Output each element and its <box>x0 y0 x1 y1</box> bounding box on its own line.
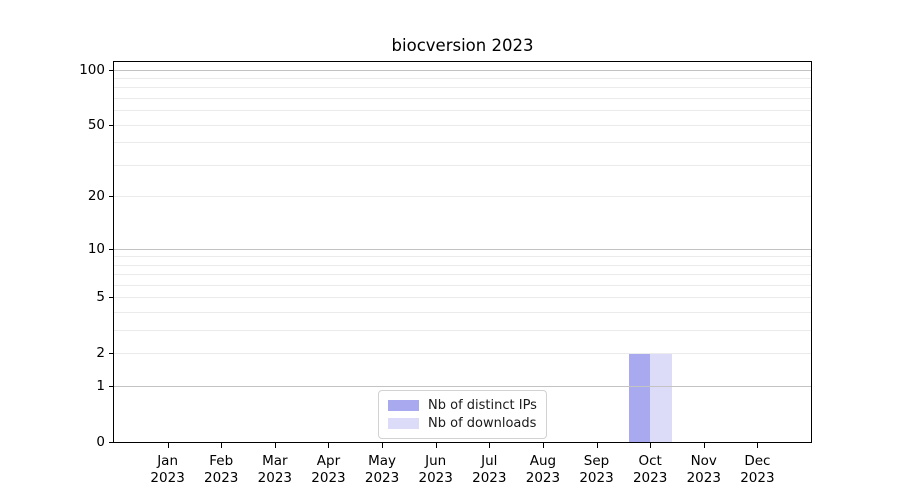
minor-gridline <box>114 353 811 355</box>
minor-gridline <box>114 110 811 112</box>
x-tick-mark <box>596 443 598 448</box>
x-tick-label: Nov 2023 <box>686 453 721 486</box>
legend-entry-downloads: Nb of downloads <box>388 416 537 431</box>
y-tick-label: 1 <box>96 378 105 395</box>
y-tick-mark <box>109 353 113 355</box>
minor-gridline <box>114 297 811 299</box>
legend-swatch-downloads <box>388 418 419 429</box>
minor-gridline <box>114 330 811 332</box>
x-tick-label: Dec 2023 <box>740 453 775 486</box>
x-tick-mark <box>650 443 652 448</box>
y-tick-mark <box>109 297 113 299</box>
bar-nb-of-downloads <box>650 353 672 442</box>
x-tick-label: Aug 2023 <box>525 453 561 486</box>
minor-gridline <box>114 256 811 258</box>
y-tick-mark <box>109 196 113 198</box>
minor-gridline <box>114 164 811 166</box>
y-tick-mark <box>109 124 113 126</box>
y-tick-label: 50 <box>87 116 105 133</box>
minor-gridline <box>114 196 811 198</box>
y-tick-label: 20 <box>87 188 105 205</box>
minor-gridline <box>114 274 811 276</box>
x-tick-mark <box>489 443 491 448</box>
minor-gridline <box>114 87 811 89</box>
y-tick-label: 100 <box>79 61 105 78</box>
x-tick-label: Oct 2023 <box>632 453 668 486</box>
x-tick-label: May 2023 <box>364 453 400 486</box>
x-tick-mark <box>757 443 759 448</box>
x-tick-mark <box>221 443 223 448</box>
minor-gridline <box>114 142 811 144</box>
x-tick-mark <box>703 443 705 448</box>
x-tick-mark <box>328 443 330 448</box>
minor-gridline <box>114 98 811 100</box>
minor-gridline <box>114 284 811 286</box>
x-tick-mark <box>382 443 384 448</box>
bars-layer <box>114 62 811 442</box>
minor-gridline <box>114 312 811 314</box>
y-tick-label: 5 <box>96 289 105 306</box>
x-tick-label: Jun 2023 <box>418 453 453 486</box>
x-tick-label: Sep 2023 <box>579 453 614 486</box>
major-gridline <box>114 248 811 250</box>
minor-gridline <box>114 78 811 80</box>
legend-entry-distinct-ips: Nb of distinct IPs <box>388 398 537 413</box>
legend-label-downloads: Nb of downloads <box>428 416 537 431</box>
y-tick-mark <box>109 69 113 71</box>
minor-gridline <box>114 264 811 266</box>
bar-nb-of-distinct-ips <box>628 353 651 442</box>
chart-title: biocversion 2023 <box>391 36 534 55</box>
y-tick-label: 10 <box>87 240 105 257</box>
x-tick-label: Jul 2023 <box>472 453 507 486</box>
plot-area <box>113 61 812 443</box>
y-tick-mark <box>109 442 113 443</box>
x-tick-label: Jan 2023 <box>150 453 185 486</box>
x-tick-label: Mar 2023 <box>257 453 293 486</box>
x-tick-label: Apr 2023 <box>311 453 346 486</box>
y-tick-mark <box>109 386 113 388</box>
y-tick-mark <box>109 248 113 250</box>
legend-swatch-distinct-ips <box>388 400 419 411</box>
gridlines-layer <box>114 62 811 442</box>
legend: Nb of distinct IPs Nb of downloads <box>378 390 547 439</box>
y-tick-label: 2 <box>96 345 105 362</box>
x-tick-mark <box>167 443 169 448</box>
y-tick-label: 0 <box>96 434 105 450</box>
minor-gridline <box>114 124 811 126</box>
x-tick-mark <box>435 443 437 448</box>
x-tick-mark <box>542 443 544 448</box>
major-gridline <box>114 69 811 71</box>
major-gridline <box>114 386 811 388</box>
x-tick-label: Feb 2023 <box>204 453 239 486</box>
x-tick-mark <box>274 443 276 448</box>
legend-label-distinct-ips: Nb of distinct IPs <box>428 398 537 413</box>
